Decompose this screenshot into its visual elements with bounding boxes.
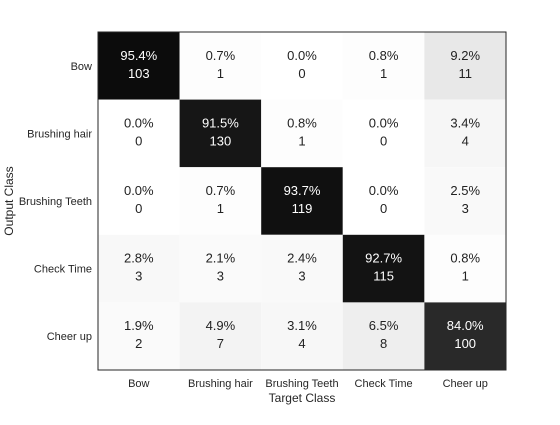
x-tick-label: Check Time — [355, 378, 413, 390]
cell-count-label: 1 — [217, 66, 224, 81]
cell-count-label: 0 — [135, 201, 142, 216]
cell-count-label: 3 — [298, 269, 305, 284]
matrix-cell — [98, 234, 180, 303]
matrix-cell — [261, 99, 343, 168]
x-tick-label: Bow — [128, 378, 149, 390]
cell-percent-label: 95.4% — [120, 48, 157, 63]
cell-percent-label: 0.0% — [124, 115, 154, 130]
matrix-cell — [424, 302, 506, 370]
cell-count-label: 2 — [135, 336, 142, 351]
matrix-cell — [98, 32, 180, 100]
matrix-cell — [261, 32, 343, 100]
cell-count-label: 100 — [454, 336, 476, 351]
cell-count-label: 1 — [217, 201, 224, 216]
cell-percent-label: 0.0% — [369, 183, 399, 198]
matrix-cell — [98, 302, 180, 370]
x-tick-label: Cheer up — [443, 378, 488, 390]
cell-count-label: 3 — [462, 201, 469, 216]
cell-count-label: 4 — [298, 336, 305, 351]
matrix-cell — [98, 167, 180, 235]
cell-percent-label: 0.7% — [206, 183, 236, 198]
matrix-cell — [179, 234, 262, 303]
matrix-cell — [261, 234, 343, 303]
cell-percent-label: 1.9% — [124, 318, 154, 333]
matrix-cell — [424, 99, 506, 168]
matrix-cell — [261, 167, 343, 235]
cell-count-label: 0 — [380, 201, 387, 216]
cell-percent-label: 6.5% — [369, 318, 399, 333]
cell-count-label: 4 — [462, 133, 469, 148]
cell-count-label: 119 — [292, 201, 313, 216]
cell-count-label: 130 — [210, 133, 232, 148]
y-tick-label: Check Time — [34, 264, 92, 276]
y-tick-label: Bow — [71, 61, 92, 73]
cell-percent-label: 91.5% — [202, 115, 239, 130]
cell-count-label: 1 — [380, 66, 387, 81]
cell-count-label: 0 — [135, 133, 142, 148]
cell-percent-label: 93.7% — [284, 183, 321, 198]
cell-count-label: 3 — [217, 269, 224, 284]
matrix-cell — [342, 32, 425, 100]
cell-percent-label: 2.4% — [287, 251, 317, 266]
cell-percent-label: 2.5% — [450, 183, 480, 198]
y-tick-label: Brushing hair — [27, 128, 92, 140]
cell-percent-label: 0.0% — [287, 48, 317, 63]
cell-count-label: 0 — [380, 133, 387, 148]
cell-percent-label: 3.1% — [287, 318, 317, 333]
cell-percent-label: 3.4% — [450, 115, 480, 130]
cell-percent-label: 2.8% — [124, 251, 154, 266]
cell-count-label: 8 — [380, 336, 387, 351]
matrix-cell — [342, 99, 425, 168]
cell-percent-label: 2.1% — [206, 251, 236, 266]
matrix-cell — [424, 234, 506, 303]
cell-percent-label: 0.0% — [124, 183, 154, 198]
matrix-cell — [179, 167, 262, 235]
matrix-cell — [342, 167, 425, 235]
cell-count-label: 103 — [128, 66, 150, 81]
cell-percent-label: 84.0% — [447, 318, 484, 333]
x-axis-title: Target Class — [269, 391, 336, 405]
cell-percent-label: 9.2% — [450, 48, 480, 63]
matrix-cell — [342, 302, 425, 370]
cell-count-label: 7 — [217, 336, 224, 351]
cell-percent-label: 0.8% — [287, 115, 317, 130]
matrix-cell — [179, 302, 262, 370]
cell-percent-label: 4.9% — [206, 318, 236, 333]
matrix-cell — [261, 302, 343, 370]
x-tick-label: Brushing hair — [188, 378, 253, 390]
y-axis-title: Output Class — [2, 166, 16, 235]
matrix-cell — [424, 32, 506, 100]
x-tick-label: Brushing Teeth — [265, 378, 338, 390]
matrix-cell — [424, 167, 506, 235]
matrix-cell — [342, 234, 425, 303]
cell-count-label: 1 — [298, 133, 305, 148]
cell-percent-label: 0.7% — [206, 48, 236, 63]
cell-count-label: 0 — [298, 66, 305, 81]
cell-percent-label: 0.8% — [369, 48, 399, 63]
cell-count-label: 11 — [458, 66, 472, 81]
cell-count-label: 115 — [373, 269, 394, 284]
cell-percent-label: 92.7% — [365, 251, 402, 266]
matrix-cell — [98, 99, 180, 168]
matrix-cell — [179, 99, 262, 168]
cell-percent-label: 0.8% — [450, 251, 480, 266]
plot-border — [97, 31, 507, 371]
cell-count-label: 3 — [135, 269, 142, 284]
cell-count-label: 1 — [462, 269, 469, 284]
y-tick-label: Cheer up — [47, 331, 92, 343]
cell-percent-label: 0.0% — [369, 115, 399, 130]
y-tick-label: Brushing Teeth — [19, 196, 92, 208]
matrix-cell — [179, 32, 262, 100]
